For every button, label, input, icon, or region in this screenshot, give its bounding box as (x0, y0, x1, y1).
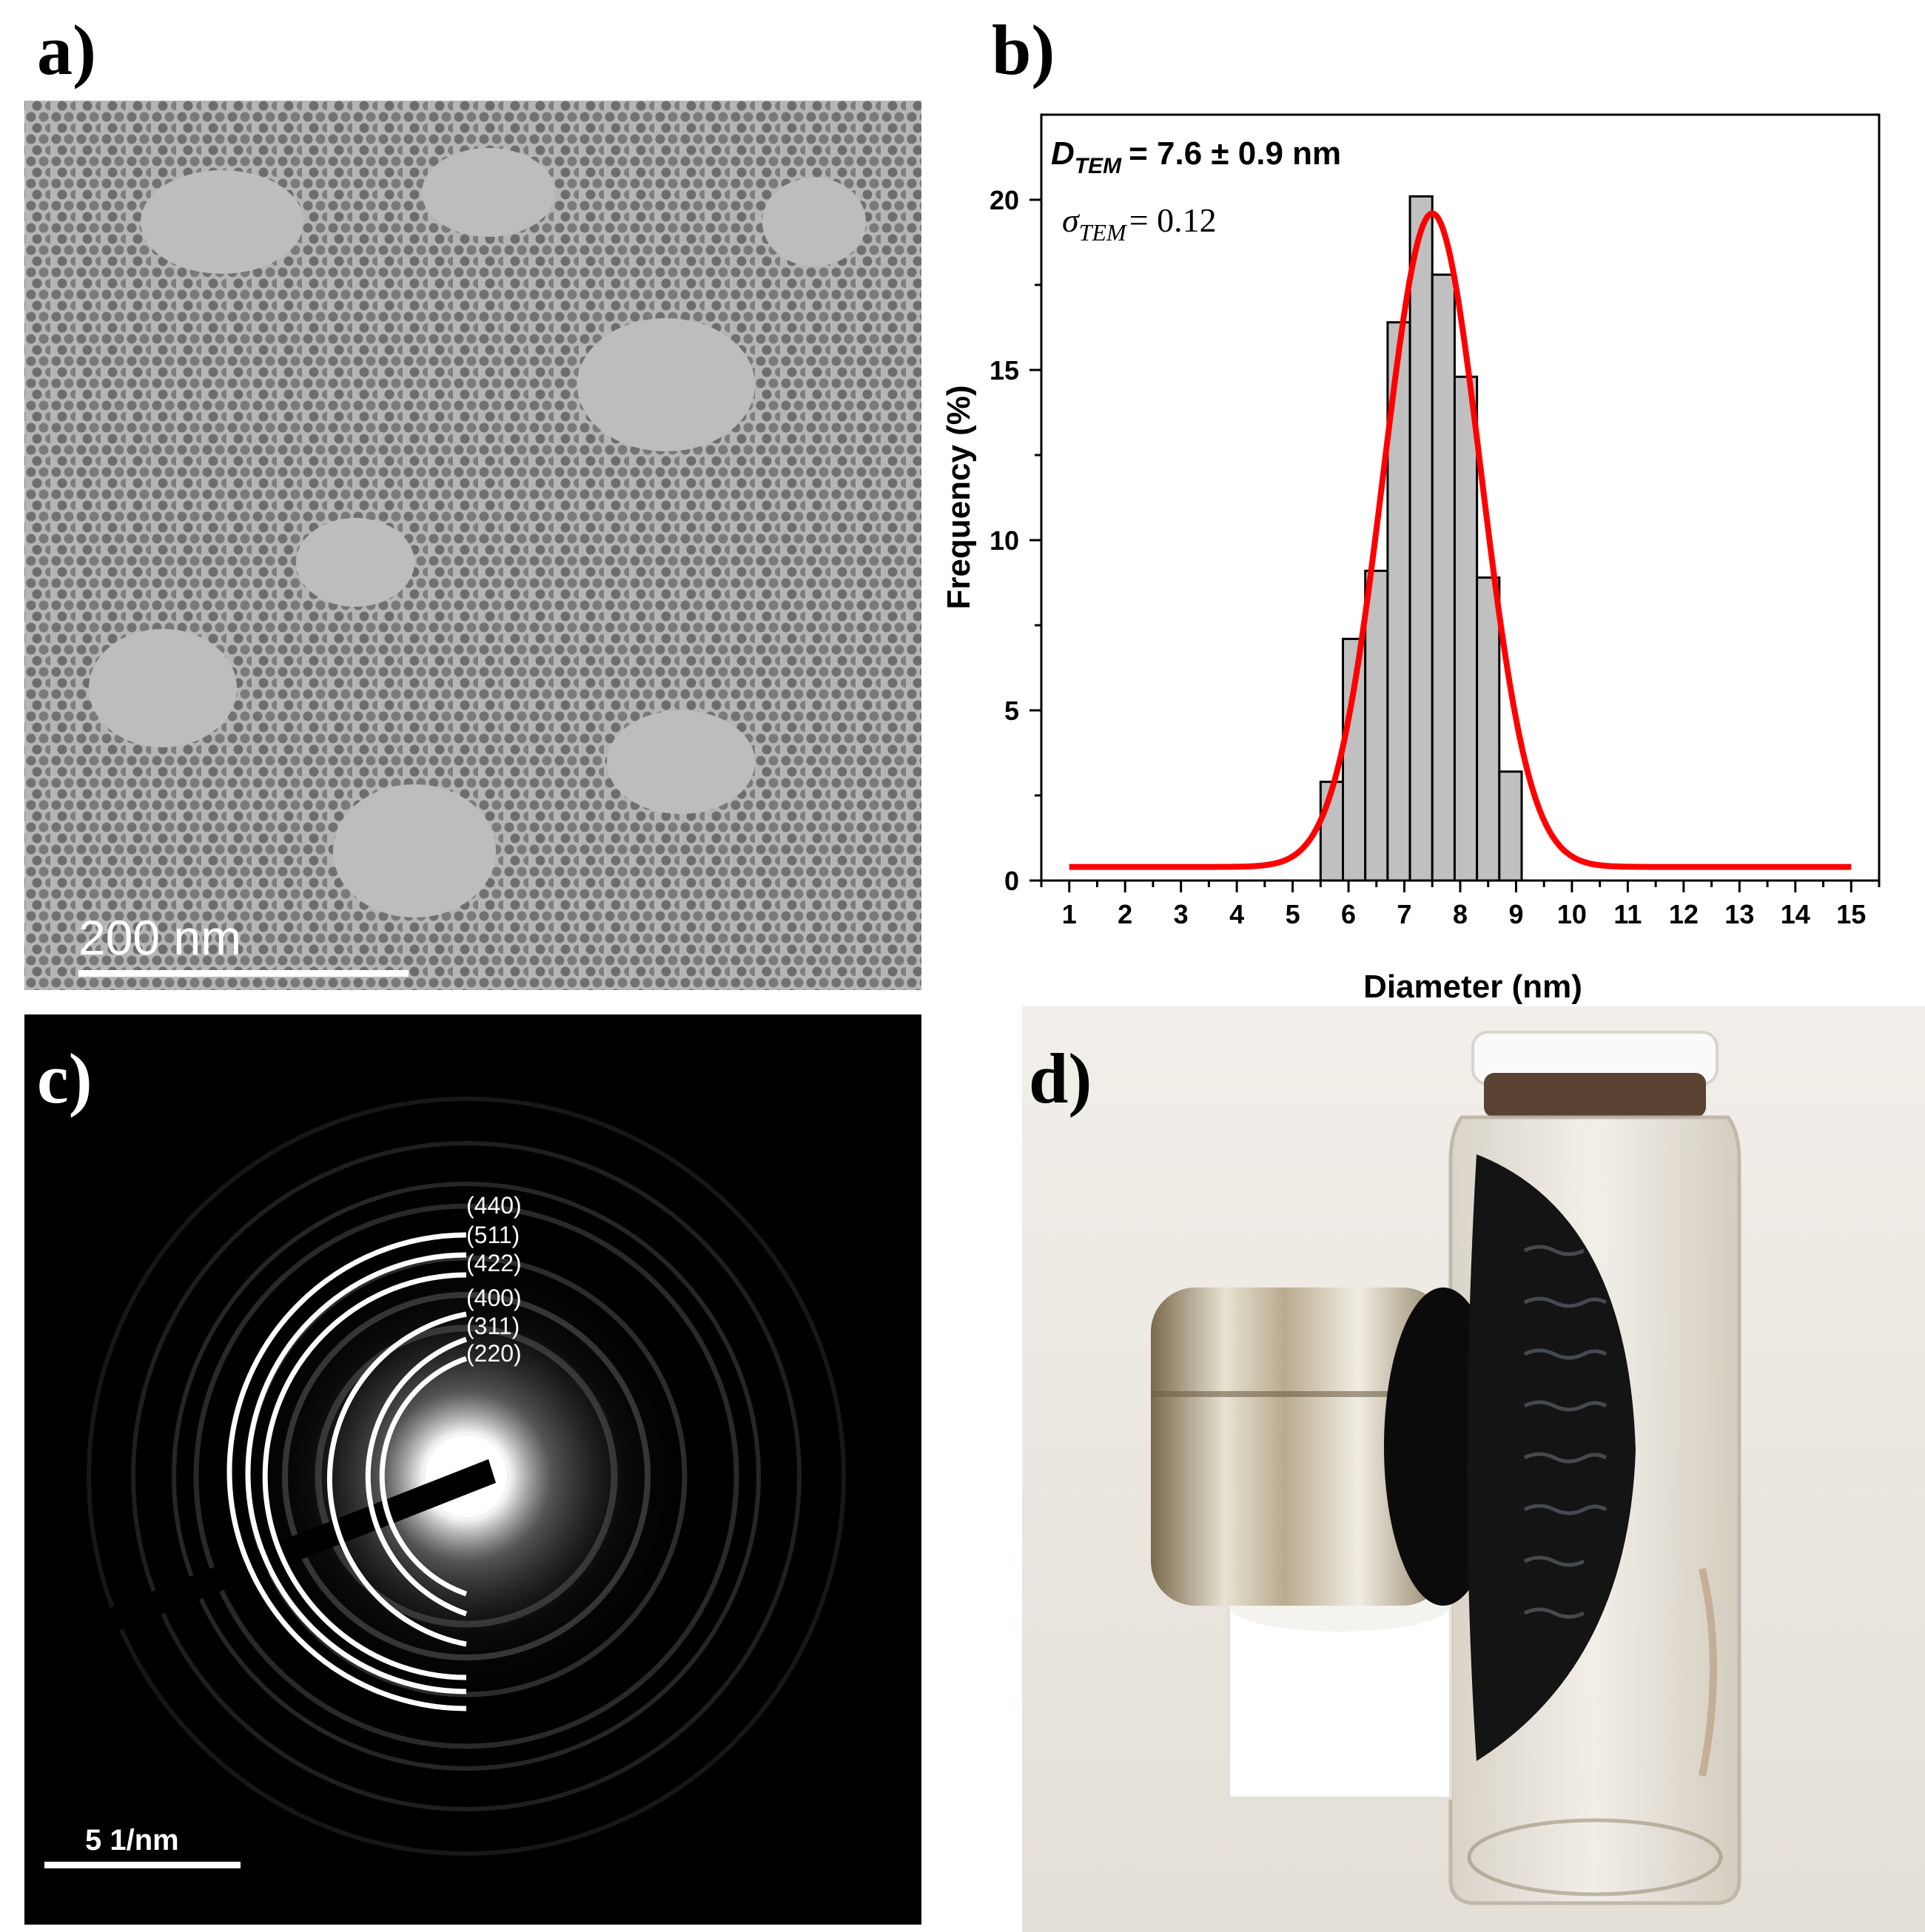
sigma-tem-subscript: TEM (1079, 219, 1128, 246)
d-tem-value: = 7.6 ± 0.9 nm (1129, 135, 1341, 172)
x-tick-label: 4 (1229, 899, 1244, 929)
saed-scale-bar: 5 1/nm (44, 1824, 241, 1868)
ring-label-311: (311) (466, 1313, 520, 1339)
sigma-tem-annotation: σTEM= 0.12 (1062, 201, 1217, 246)
histogram-bar-9 (1498, 770, 1523, 882)
sigma-tem-symbol: σ (1062, 201, 1081, 239)
sigma-tem-value: = 0.12 (1129, 201, 1217, 239)
x-tick-label: 1 (1062, 899, 1077, 929)
ferrofluid-spikes (1523, 1245, 1607, 1619)
x-tick-label: 3 (1174, 899, 1189, 929)
x-tick-label: 7 (1397, 899, 1412, 929)
panel-a: a) 200 nm (24, 10, 921, 990)
panel-b-label: b) (992, 10, 1055, 90)
x-tick-label: 2 (1118, 899, 1132, 929)
saed-scale-bar-label: 5 1/nm (85, 1824, 179, 1857)
x-tick-label: 5 (1286, 899, 1300, 929)
ring-label-511: (511) (466, 1222, 520, 1248)
d-tem-subscript: TEM (1075, 154, 1122, 178)
x-tick-label: 9 (1508, 899, 1523, 929)
ring-label-220: (220) (466, 1340, 522, 1367)
ring-label-440: (440) (466, 1192, 522, 1219)
histogram-bar-7 (1453, 375, 1479, 882)
histogram-bar-5 (1408, 195, 1434, 882)
panel-c: (440) (511) (422) (400) (311) (220) c) 5… (24, 1014, 921, 1925)
panel-d: d) (1022, 1006, 1925, 1932)
x-tick-label: 11 (1613, 899, 1642, 929)
tem-image (24, 101, 921, 990)
d-tem-annotation: DTEM = 7.6 ± 0.9 nm (1051, 135, 1341, 178)
tem-scale-bar: 200 nm (78, 910, 409, 977)
histogram-bar-6 (1431, 273, 1456, 882)
gaussian-fit-curve (1069, 210, 1852, 870)
panel-c-label: c) (37, 1039, 93, 1118)
ring-label-422: (422) (466, 1250, 522, 1276)
beam-stop (41, 1459, 496, 1657)
y-tick-label: 20 (990, 185, 1019, 215)
y-axis-label: Frequency (%) (941, 385, 977, 609)
magnet (1151, 1288, 1502, 1800)
x-tick-label: 12 (1669, 899, 1699, 929)
panel-d-label: d) (1029, 1039, 1092, 1118)
x-axis: 1 2 3 4 5 6 7 8 9 10 11 12 13 14 15 (1040, 881, 1881, 929)
tem-scale-bar-label: 200 nm (78, 910, 241, 965)
histogram-bar-3 (1364, 569, 1389, 882)
y-axis: 0 5 10 15 20 (990, 185, 1041, 896)
x-tick-label: 13 (1724, 899, 1754, 929)
x-tick-label: 8 (1453, 899, 1468, 929)
histogram-bars (1319, 195, 1523, 882)
x-tick-label: 6 (1341, 899, 1356, 929)
y-tick-label: 10 (990, 525, 1019, 556)
y-tick-label: 15 (990, 355, 1019, 386)
histogram-bar-8 (1476, 576, 1501, 882)
x-tick-label: 15 (1836, 899, 1866, 929)
ring-label-400: (400) (466, 1285, 522, 1311)
x-tick-label: 14 (1781, 899, 1810, 929)
y-tick-label: 0 (1004, 866, 1019, 896)
y-tick-label: 5 (1004, 696, 1019, 726)
indexed-ring-arcs (226, 1232, 468, 1711)
ring-index-labels: (440) (511) (422) (400) (311) (220) (466, 1192, 522, 1367)
d-tem-symbol: D (1051, 135, 1075, 172)
x-axis-label: Diameter (nm) (1363, 969, 1582, 1005)
x-tick-label: 10 (1557, 899, 1587, 929)
panel-a-label: a) (37, 10, 96, 90)
